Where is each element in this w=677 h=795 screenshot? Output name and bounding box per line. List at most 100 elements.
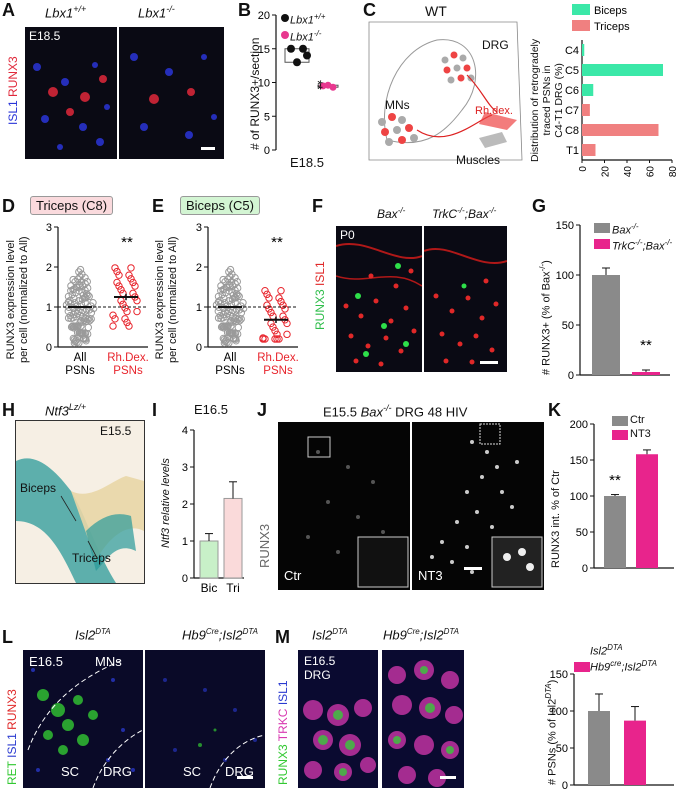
panel-g-significance: ** <box>640 337 652 354</box>
panel-e-category-1-line1: All <box>224 352 237 364</box>
panel-e-category-1-line2: PSNs <box>215 365 245 377</box>
panel-b-legend-wt: Lbx1+/+ <box>290 12 326 27</box>
panel-c-bar-biceps <box>582 64 663 76</box>
panel-d-all-psns-point <box>67 314 75 323</box>
panel-e-rhdex-point <box>267 308 275 317</box>
panel-d-all-psns-point <box>85 292 93 301</box>
panel-d-all-psns-point <box>75 339 83 347</box>
panel-e-y-tick-label: 1 <box>196 302 202 314</box>
panel-i-category-label-2: Tri <box>226 581 240 595</box>
panel-e-rhdex-point <box>275 335 283 343</box>
panel-h-limb <box>16 458 144 583</box>
panel-j-cells-nt3 <box>430 423 543 588</box>
panel-m-cells-left <box>303 699 376 781</box>
panel-b-significance: ** <box>310 80 326 89</box>
panel-e-title: Biceps (C5) <box>180 196 260 215</box>
panel-k-significance: ** <box>609 472 621 489</box>
panel-c-x-tick-label: 20 <box>601 166 612 178</box>
panel-e-all-psns-point <box>239 304 248 313</box>
panel-e-all-psns-point <box>233 284 242 292</box>
panel-d-all-psns-point <box>83 330 92 338</box>
panel-g-bar-1 <box>592 275 620 375</box>
panel-c-drg-label: DRG <box>482 38 509 52</box>
panel-d-all-psns-point <box>84 315 92 324</box>
panel-e-all-psns-point <box>223 322 231 331</box>
panel-a-ylabel: ISL1 RUNX3 <box>6 56 20 125</box>
panel-b-point-wt <box>303 51 311 60</box>
panel-f-image-right <box>424 226 507 372</box>
panel-d-rhdex-point <box>125 322 133 330</box>
panel-k-bar-2 <box>636 454 658 568</box>
panel-g-y-tick-label: 100 <box>556 270 574 282</box>
panel-d-rhdex-point <box>125 271 133 279</box>
panel-i-y-tick-label: 0 <box>182 573 188 585</box>
panel-e-rhdex-point <box>269 323 277 331</box>
panel-m-image-left: E16.5 DRG <box>298 650 378 788</box>
panel-d-all-psns-point <box>76 265 85 274</box>
panel-i-y-tick-label: 4 <box>182 425 188 437</box>
panel-d-category-1-line2: PSNs <box>65 365 95 377</box>
panel-l-drg-label-right: DRG <box>225 764 254 779</box>
panel-d-rhdex-point <box>113 267 121 276</box>
panel-e-all-psns-point <box>219 324 228 332</box>
panel-e-rhdex-point <box>265 294 273 302</box>
panel-a-image-left: E18.5 <box>25 27 117 159</box>
panel-b-ylabel: # of RUNX3+/section <box>248 37 262 150</box>
panel-c-bar-biceps <box>582 44 585 56</box>
panel-m-ylabel-chart: # PSNs (% of Isl2DTA) <box>544 679 559 785</box>
panel-b-y-tick-label: 0 <box>264 145 270 157</box>
panel-d-all-psns-point <box>73 322 81 331</box>
panel-m-chart: 0 50 100 150 <box>550 662 674 792</box>
panel-a-genotype-left: Lbx1+/+ <box>45 4 87 21</box>
panel-e-all-psns-point <box>225 339 233 347</box>
panel-e-rhdex-point <box>273 335 281 343</box>
panel-l-image-right: SC DRG <box>145 650 265 788</box>
panel-d-all-psns-points <box>62 265 98 347</box>
panel-m-y-tick-label: 150 <box>550 669 568 681</box>
panel-d-category-2-line2: PSNs <box>113 365 143 377</box>
panel-b-point-ko <box>329 83 337 91</box>
panel-d-y-tick-label: 1 <box>46 302 52 314</box>
panel-a-cells-left <box>33 62 110 150</box>
panel-e-all-psns-point <box>217 314 225 323</box>
panel-k-y-tick-label: 50 <box>576 527 588 539</box>
panel-m-y-tick-label: 100 <box>550 706 568 718</box>
panel-d-rhdex-point <box>123 318 131 327</box>
panel-j-title: E15.5 Bax-/- DRG 48 HIV <box>323 403 468 420</box>
panel-e-rhdex-point <box>279 301 287 309</box>
panel-i-ylabel: Ntf3 relative levels <box>160 458 172 548</box>
panel-b-y-tick-label: 15 <box>258 44 270 56</box>
panel-label-d: D <box>2 196 15 216</box>
panel-e-all-psns-point <box>226 272 234 281</box>
panel-d-rhdex-point <box>113 278 121 287</box>
panel-e-all-psns-point <box>214 307 222 315</box>
panel-j-cells-ctr <box>306 436 409 588</box>
panel-e-rhdex-point <box>275 294 283 302</box>
panel-e-rhdex-point <box>263 301 271 309</box>
panel-e-significance: ** <box>271 234 283 251</box>
panel-c-category-label: C8 <box>565 125 579 137</box>
panel-e-all-psns-point <box>228 270 236 278</box>
panel-h-biceps-label: Biceps <box>20 481 57 495</box>
panel-e-y-tick-label: 3 <box>196 222 202 234</box>
panel-i-category-label-1: Bic <box>201 581 218 595</box>
panel-d-all-psns-point <box>80 316 89 324</box>
panel-a-stage: E18.5 <box>29 29 61 43</box>
panel-k-legend-swatch-2 <box>612 430 628 440</box>
panel-e-rhdex-point <box>273 330 281 339</box>
panel-h-triceps-label: Triceps <box>72 551 111 565</box>
panel-g-ylabel: # RUNX3+ (% of Bax-/-) <box>538 260 553 375</box>
panel-k-chart: 0 50 100 150 200 ** <box>570 416 674 575</box>
panel-d-rhdex-point <box>109 311 117 319</box>
panel-d-rhdex-point <box>111 264 119 272</box>
panel-d-all-psns-point <box>86 316 94 325</box>
panel-e-all-psns-point <box>226 265 235 274</box>
panel-j-ylabel: RUNX3 <box>257 523 272 568</box>
panel-d-category-2-line1: Rh.Dex. <box>107 352 149 364</box>
panel-c-mns-cells <box>378 113 418 146</box>
panel-d-rhdex-point <box>127 264 135 272</box>
panel-c-bar-triceps <box>582 124 659 136</box>
panel-e-rhdex-point <box>281 305 289 313</box>
panel-l-ylabel: RET ISL1 RUNX3 <box>5 689 19 785</box>
